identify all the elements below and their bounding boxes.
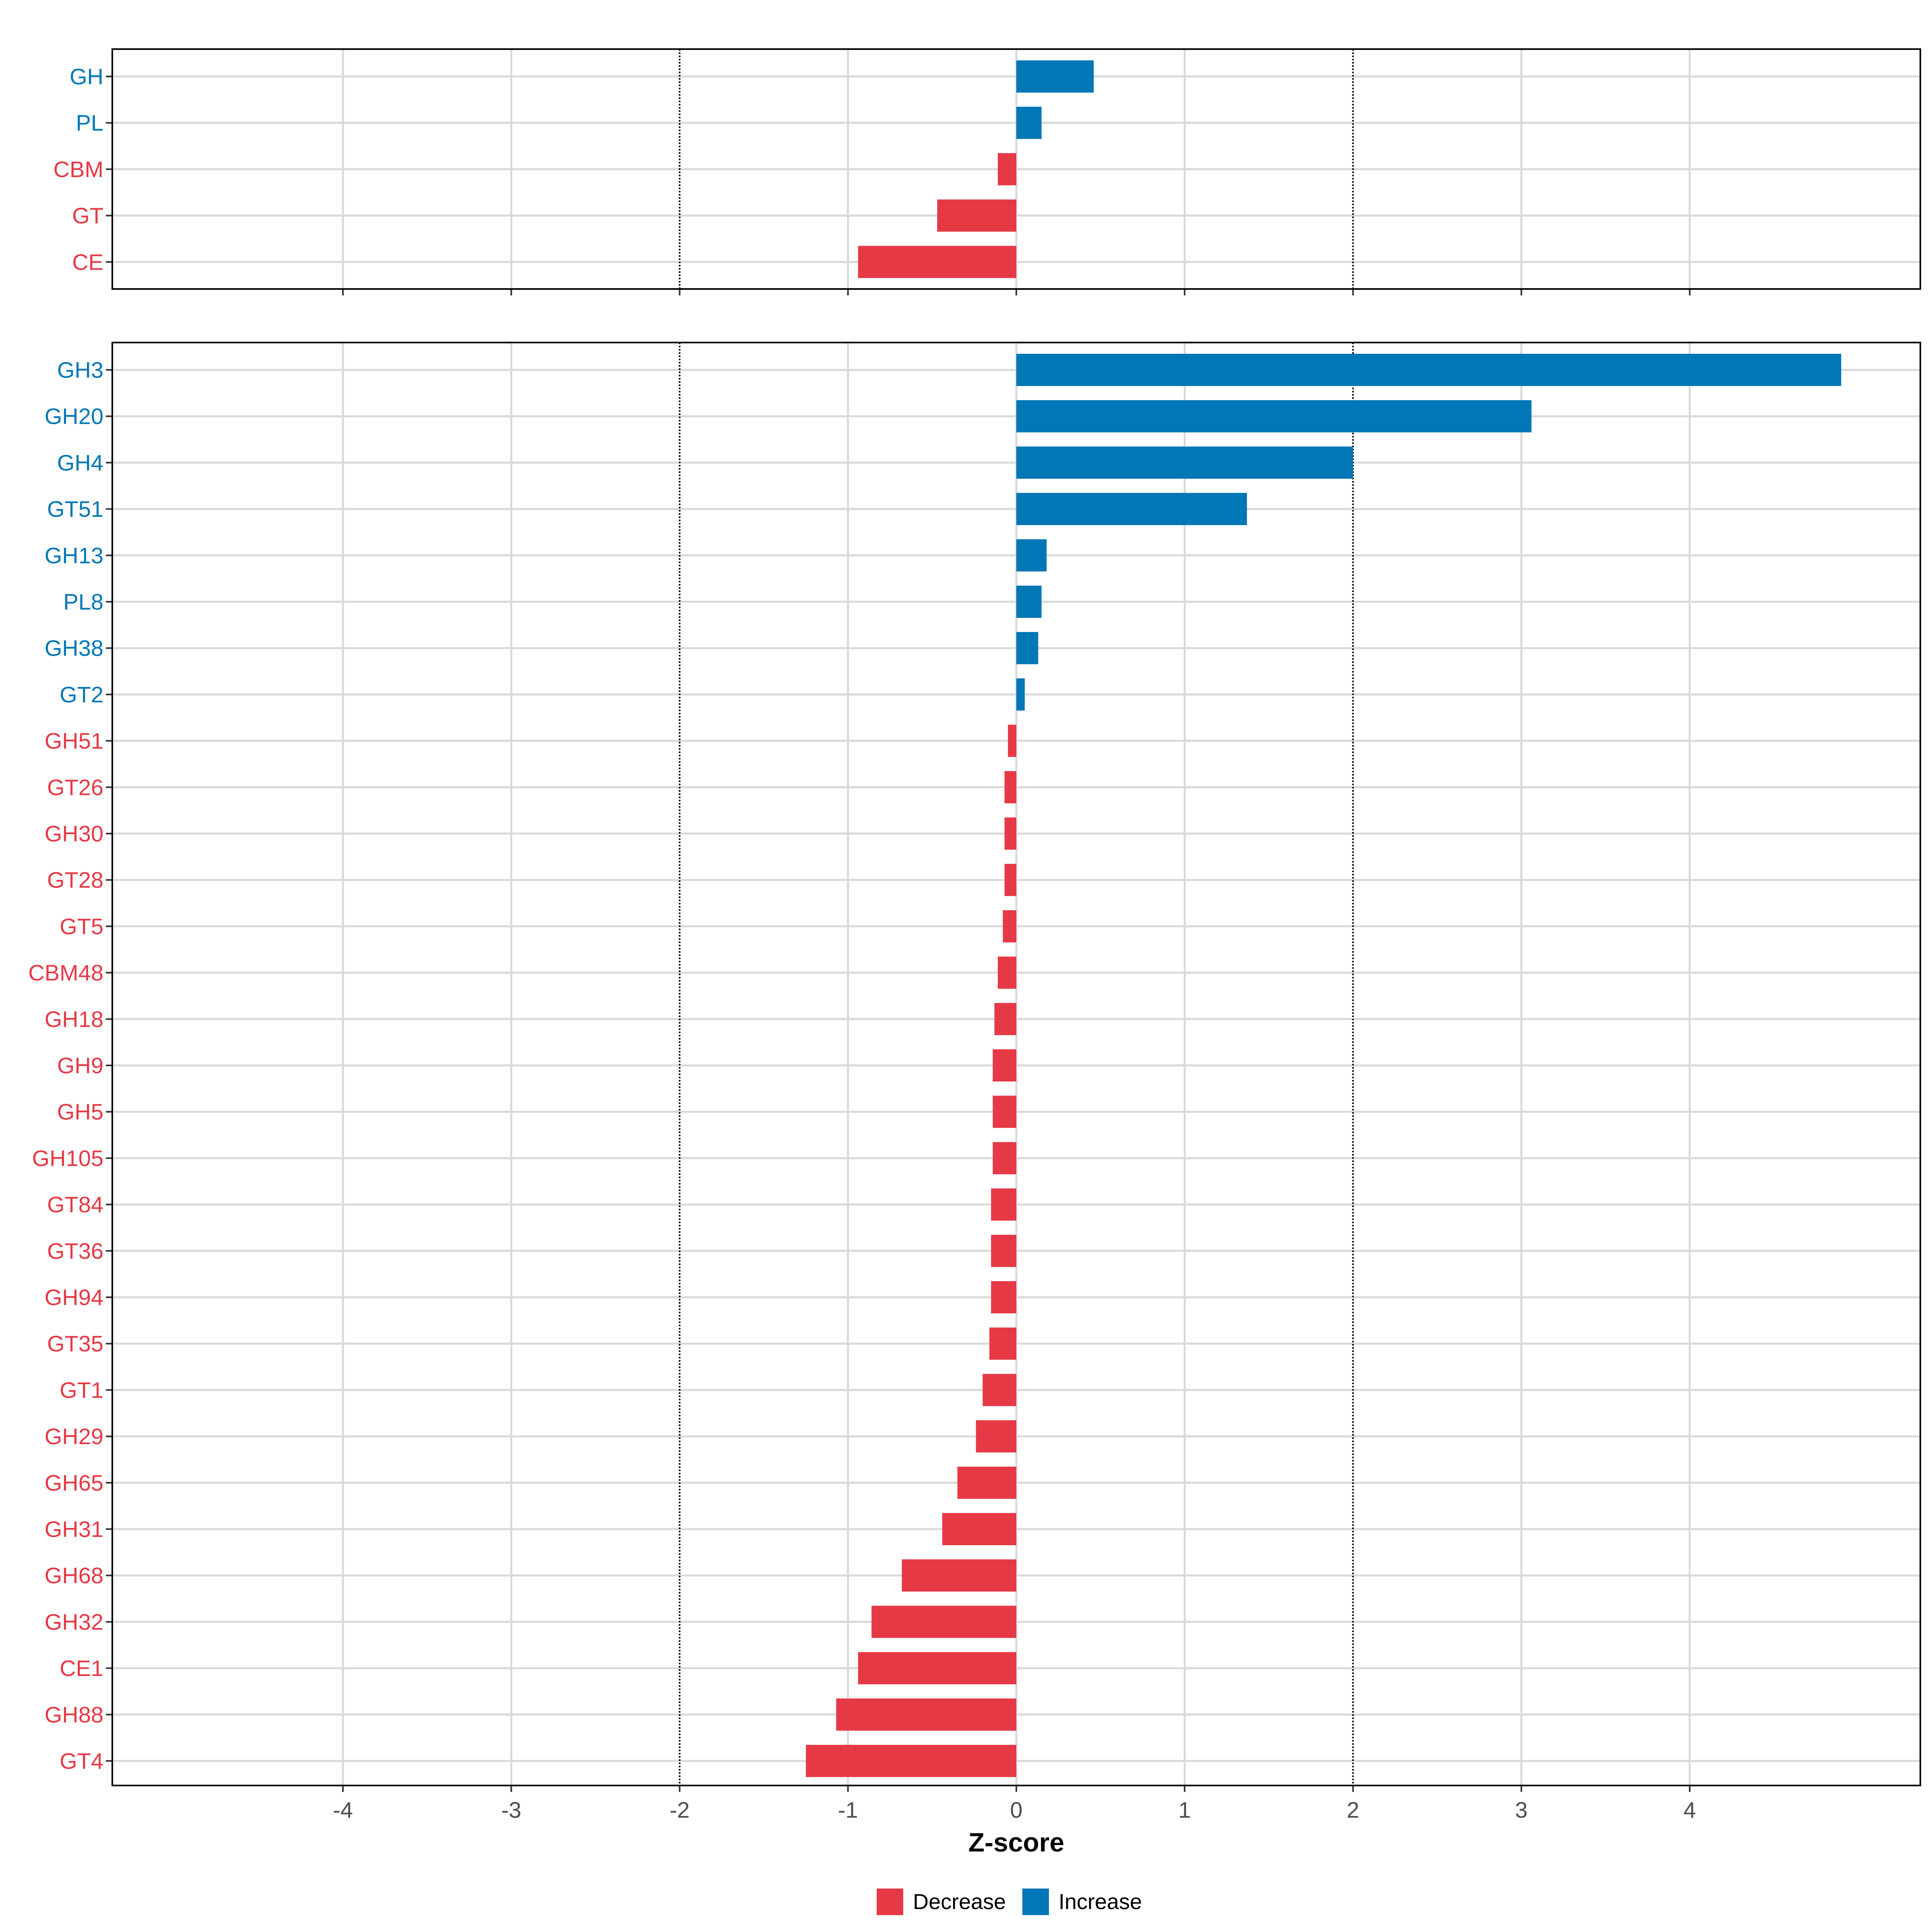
y-label-gh20: GH20 [45,404,103,429]
x-tick-label: -1 [838,1797,858,1823]
panel-border [111,48,1921,290]
y-label-gh31: GH31 [45,1517,103,1542]
bar-gt26 [1004,771,1016,803]
y-label-gh94: GH94 [45,1285,103,1310]
y-label-gt5: GT5 [60,914,103,939]
y-label-gh88: GH88 [45,1702,103,1727]
y-label-gh13: GH13 [45,543,103,568]
panels-layer: GHPLCBMGTCEGH3GH20GH4GT51GH13PL8GH38GT2G… [28,48,1921,1792]
bar-gh94 [991,1281,1016,1313]
y-label-gt36: GT36 [47,1238,103,1263]
bar-pl [1016,107,1042,139]
bar-gh5 [993,1096,1016,1128]
y-label-gh105: GH105 [32,1146,103,1171]
bar-gh38 [1016,632,1038,665]
bar-gh4 [1016,446,1353,479]
bar-gh68 [902,1559,1016,1592]
legend: Decrease Increase [877,1889,1142,1915]
panel-family: GH3 GH20 GH4 GT51 GH13 PL8 GH38 GT2 GH51 GT26 GH30… [28,342,1921,1792]
y-label-gt26: GT26 [47,774,103,800]
bar-gt1 [983,1374,1016,1406]
bar-gh105 [993,1142,1016,1174]
bar-gt36 [991,1234,1016,1267]
x-axis-title: Z-score [968,1827,1064,1857]
legend-label-decrease: Decrease [913,1890,1006,1914]
y-label-gt28: GT28 [47,867,103,893]
y-label-gt84: GT84 [47,1192,103,1217]
x-tick-label: 2 [1347,1797,1359,1823]
x-tick-label: -4 [333,1797,353,1823]
x-tick-label: -3 [501,1797,521,1823]
bar-gh [1016,60,1094,93]
bar-gt84 [991,1188,1016,1221]
x-tick-label: 3 [1515,1797,1527,1823]
y-label-gt51: GT51 [47,496,103,522]
y-label-gt: GT [72,203,103,228]
x-axis: -4 -3 -2 -1 0 1 2 3 4 [333,1797,1696,1823]
y-label-gh51: GH51 [45,728,103,753]
y-label-gh18: GH18 [45,1006,103,1032]
y-label-gt2: GT2 [60,682,103,707]
bar-ce [858,246,1016,278]
bar-gh88 [836,1698,1016,1731]
y-label-gh30: GH30 [45,821,103,846]
bar-pl8 [1016,586,1042,618]
bar-gt2 [1016,678,1025,711]
bar-gh20 [1016,400,1532,433]
bar-cbm [997,153,1016,186]
y-label-gh3: GH3 [57,357,103,383]
y-label-gh38: GH38 [45,636,103,661]
y-label-gh: GH [70,64,103,89]
x-tick-label: 4 [1683,1797,1696,1823]
bar-gt28 [1004,864,1016,896]
legend-swatch-increase [1022,1889,1049,1915]
bar-gh9 [993,1049,1016,1082]
y-label-pl8: PL8 [63,589,103,615]
panel-border [111,342,1921,1786]
y-label-gh9: GH9 [57,1053,103,1078]
bar-gt4 [806,1745,1016,1777]
bar-gh29 [976,1420,1016,1453]
bar-gh3 [1016,354,1841,386]
bar-gh13 [1016,539,1047,572]
y-label-cbm48: CBM48 [28,960,103,985]
y-label-pl: PL [76,110,104,136]
y-label-cbm: CBM [54,157,103,182]
y-label-gh5: GH5 [57,1099,103,1125]
legend-label-increase: Increase [1059,1890,1142,1914]
bar-gt35 [989,1327,1016,1360]
y-label-ce: CE [72,249,103,275]
y-label-gh4: GH4 [57,450,103,475]
bar-cbm48 [997,956,1016,989]
bar-gh30 [1004,817,1016,850]
panel-class: GH PL CBM GT CE [54,48,1921,295]
y-label-gh68: GH68 [45,1563,103,1588]
bar-gt51 [1016,493,1247,525]
y-label-gt1: GT1 [60,1377,103,1403]
bar-gh32 [871,1606,1016,1638]
bar-gh18 [994,1003,1016,1035]
bar-ce1 [858,1652,1016,1684]
bar-gt [937,199,1016,232]
bar-gh51 [1008,724,1016,757]
legend-swatch-decrease [877,1889,904,1915]
bar-gh31 [942,1513,1016,1545]
y-label-gh65: GH65 [45,1470,103,1495]
x-tick-label: 1 [1179,1797,1191,1823]
y-label-gh29: GH29 [45,1424,103,1449]
bar-gh65 [957,1466,1016,1499]
y-label-gt4: GT4 [60,1748,103,1774]
y-label-gh32: GH32 [45,1609,103,1635]
x-tick-label: 0 [1010,1797,1022,1823]
y-label-ce1: CE1 [60,1655,103,1681]
bar-gt5 [1003,910,1016,943]
x-tick-label: -2 [670,1797,690,1823]
y-label-gt35: GT35 [47,1331,103,1356]
